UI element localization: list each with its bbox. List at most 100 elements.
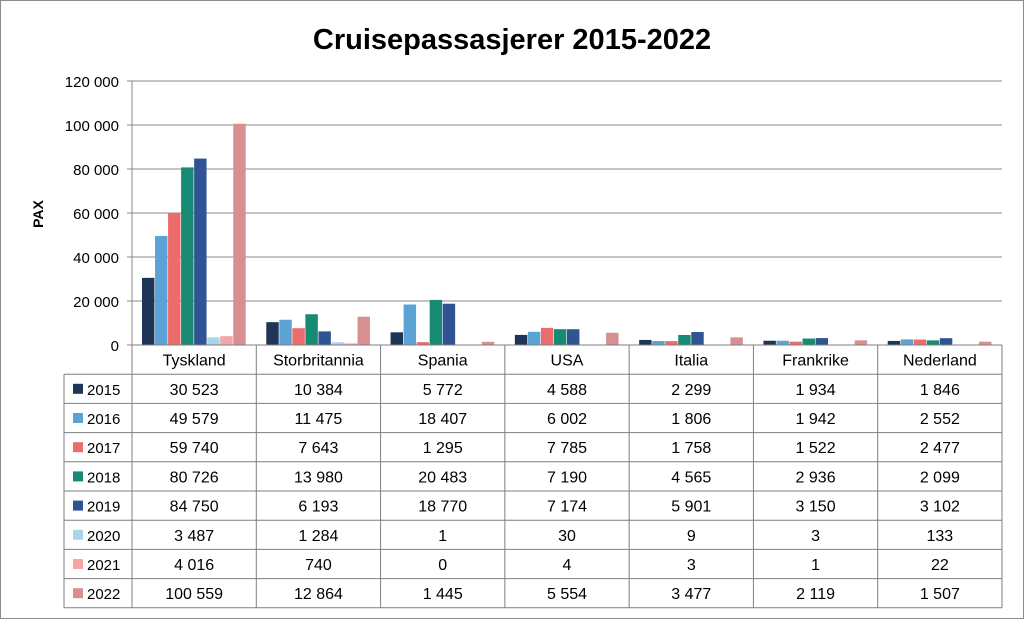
table-cell: 1 758 [671,440,711,457]
y-tick-label: 120 000 [65,74,119,91]
table-cell: 1 806 [671,411,711,428]
bar-2016-storbritannia [279,319,292,345]
table-cell: 1 [438,528,447,545]
table-cell: 1 507 [920,586,960,603]
legend-label: 2016 [87,411,120,428]
bar-2018-usa [553,329,567,345]
bar-2020-storbritannia [331,342,344,345]
bar-2017-tyskland [168,213,181,345]
table-cell: 18 407 [418,411,467,428]
legend-label: 2018 [87,469,120,486]
category-label: Storbritannia [273,353,364,370]
table-cell: 7 643 [298,440,338,457]
bar-2019-usa [567,329,580,345]
table-cell: 4 [563,557,572,574]
table-cell: 100 559 [165,586,223,603]
table-cell: 1 942 [796,411,836,428]
bar-2019-frankrike [815,338,829,345]
bar-2018-storbritannia [305,314,318,345]
bar-2016-italia [652,341,665,345]
legend-label: 2022 [87,586,120,603]
table-cell: 22 [931,557,949,574]
bars [142,123,992,346]
table-cell: 18 770 [418,499,467,516]
legend-swatch-2020 [73,529,83,540]
y-tick-label: 0 [111,338,119,355]
table-cell: 2 119 [796,586,835,603]
y-tick-label: 20 000 [73,294,119,311]
bar-2019-tyskland [194,158,207,345]
table-cell: 1 445 [423,586,463,603]
bar-2018-nederland [926,340,940,345]
table-cell: 133 [927,528,954,545]
bar-2019-italia [691,332,704,345]
bar-2019-spania [442,303,456,345]
table-cell: 1 934 [796,382,836,399]
bar-2016-tyskland [155,235,168,345]
table-cell: 2 552 [920,411,960,428]
table-cell: 10 384 [294,382,343,399]
bar-2015-nederland [887,340,901,345]
table-cell: 3 [687,557,696,574]
bar-2020-tyskland [207,337,220,345]
y-tick-label: 80 000 [73,162,119,179]
category-label: Frankrike [782,353,849,370]
table-cell: 7 174 [547,499,587,516]
table-cell: 2 477 [920,440,960,457]
bar-2017-usa [540,327,554,345]
table-cell: 3 102 [920,499,960,516]
legend-label: 2021 [87,557,120,574]
table-cell: 1 522 [796,440,836,457]
table-cell: 3 [811,528,820,545]
bar-2017-spania [416,342,430,345]
table-cell: 4 565 [671,469,711,486]
table-cell: 49 579 [170,411,219,428]
bar-2015-tyskland [142,277,155,345]
bar-2016-frankrike [776,340,789,345]
legend-swatch-2019 [73,500,83,511]
bar-2018-frankrike [802,338,815,345]
table-cell: 0 [438,557,447,574]
legend-swatch-2021 [73,559,83,569]
bar-2022-storbritannia [357,316,370,345]
table-cell: 1 [811,557,820,574]
category-label: Tyskland [163,353,226,370]
bar-2022-tyskland [233,123,246,346]
table-cell: 1 295 [423,440,463,457]
gridlines: 0 20 000 40 000 60 000 80 000 100 000 120 000 [65,74,1002,355]
table-cell: 740 [305,557,332,574]
bar-2017-storbritannia [292,328,305,345]
bar-2015-storbritannia [266,322,279,345]
table-cell: 12 864 [294,586,343,603]
table-cell: 4 588 [547,382,587,399]
legend-swatch-2017 [73,442,83,453]
y-tick-label: 100 000 [65,118,119,135]
table-cell: 3 487 [174,528,214,545]
y-axis-label: PAX [30,199,46,227]
table-cell: 2 099 [920,469,960,486]
bar-2022-usa [606,332,619,345]
table-cell: 6 193 [298,499,338,516]
bar-2016-spania [403,304,417,345]
bar-2022-nederland [978,341,992,345]
bar-2017-italia [665,341,678,345]
bar-2021-storbritannia [344,343,357,345]
table-cell: 2 299 [671,382,711,399]
table-cell: 2 936 [796,469,836,486]
table-cell: 59 740 [170,440,219,457]
y-tick-label: 60 000 [73,206,119,223]
table-cell: 1 284 [298,528,338,545]
legend-swatch-2022 [73,588,83,599]
bar-2021-tyskland [220,336,233,345]
bar-2015-frankrike [763,340,776,345]
category-label: Spania [418,353,468,370]
table-cell: 1 846 [920,382,960,399]
table-cell: 5 901 [671,499,711,516]
data-table: Tyskland Storbritannia Spania USA Italia Fran… [63,344,1003,609]
chart-title: Cruisepassasjerer 2015-2022 [313,24,711,56]
table-cell: 30 [558,528,576,545]
bar-2016-usa [527,331,541,345]
category-label: USA [551,353,584,370]
